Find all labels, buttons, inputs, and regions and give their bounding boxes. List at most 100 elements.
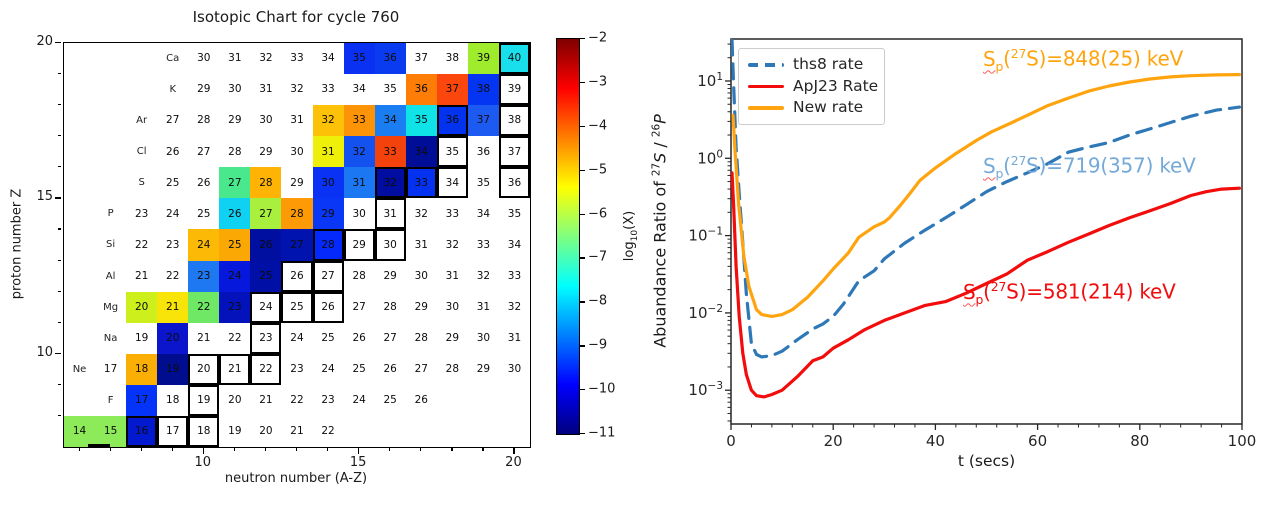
isotope-cell: 32 (343, 136, 375, 168)
isotope-cell: 26 (312, 291, 344, 323)
isotope-cell: 33 (507, 269, 522, 282)
element-label-Cl: Cl (136, 146, 147, 158)
isotope-cell: 28 (414, 331, 428, 344)
isotope-cell: 37 (498, 136, 530, 168)
x-tick (482, 447, 484, 452)
isotope-cell: 34 (321, 52, 335, 65)
annot-value: 581(214) keV (1042, 279, 1176, 304)
isotope-cell: 26 (383, 363, 397, 376)
colorbar-tick (580, 345, 585, 347)
isotope-cell: 22 (166, 269, 180, 282)
colorbar-tick-label: −7 (588, 249, 608, 265)
isotope-cell: 19 (157, 353, 189, 385)
annot-open: ( (1003, 153, 1011, 178)
annotation-sp-719: Sp(27S)=719(357) keV (983, 153, 1196, 181)
x-tick-label: 100 (1228, 432, 1257, 450)
isotope-cell: 30 (414, 269, 428, 282)
isotope-cell: 20 (188, 353, 220, 385)
isotope-cell: 37 (436, 74, 468, 106)
isotope-cell: 34 (476, 207, 491, 220)
isotope-cell: 35 (476, 176, 491, 189)
isotope-cell: 23 (188, 260, 220, 292)
isotope-cell: 31 (228, 52, 242, 65)
isotope-cell: 35 (436, 136, 468, 168)
annot-open: ( (983, 279, 991, 304)
isotope-cell: 26 (414, 394, 428, 407)
isotope-cell: 36 (476, 145, 491, 158)
isotope-cell: 18 (166, 394, 180, 407)
isotope-cell: 33 (405, 167, 437, 199)
isotope-cell: 27 (352, 300, 366, 313)
colorbar-tick (580, 213, 585, 215)
isotope-cell: 14 (64, 415, 96, 447)
isotope-cell: 21 (290, 425, 304, 438)
colorbar-tick-label: −3 (588, 74, 608, 90)
isotope-cell: 37 (414, 52, 428, 65)
ylabel-sup-26: 26 (650, 123, 663, 138)
plot-frame (730, 38, 1243, 425)
colorbar-tick (580, 38, 585, 40)
isotope-cell: 30 (197, 52, 211, 65)
y-tick-label: 10−1 (688, 226, 723, 245)
legend-line-dashed-blue (748, 63, 784, 67)
legend-label: ths8 rate (793, 55, 864, 74)
y-tick (57, 383, 62, 386)
isotope-cell: 26 (219, 198, 251, 230)
y-tick-label: 101 (697, 71, 723, 90)
annotation-sp-581: Sp(27S)=581(214) keV (963, 279, 1176, 307)
abundance-ratio-plot: 0 20 40 60 80 100 101 100 10−1 10−2 10−3 (688, 38, 1257, 450)
isotope-cell: 28 (250, 167, 282, 199)
isotope-cell: 22 (188, 291, 220, 323)
element-label-K: K (169, 84, 176, 96)
isotope-cell: 29 (343, 229, 375, 261)
left-y-axis-label: proton number Z (9, 188, 25, 300)
isotope-cell: 30 (507, 363, 522, 376)
isotope-cell: 36 (436, 105, 468, 137)
isotope-cell: 25 (250, 260, 282, 292)
isotope-cell: 29 (414, 300, 428, 313)
right-x-axis-label: t (secs) (957, 452, 1016, 470)
isotope-cell: 30 (374, 229, 406, 261)
ylabel-sup-27: 27 (650, 162, 663, 177)
isotope-cell: 20 (259, 425, 273, 438)
legend-label: New rate (793, 98, 864, 117)
isotope-cell: 22 (228, 331, 242, 344)
isotope-cell: 30 (290, 145, 304, 158)
left-x-axis-label: neutron number (A-Z) (224, 471, 368, 486)
isotope-cell: 27 (312, 260, 344, 292)
isotope-cell: 25 (352, 363, 366, 376)
curve-new-rate (731, 73, 1241, 318)
colorbar-tick-label: −5 (588, 162, 608, 178)
ylabel-divider: / (650, 137, 670, 153)
isotope-cell: 21 (134, 269, 149, 282)
y-tick (57, 228, 62, 230)
isotope-cell: 28 (228, 145, 242, 158)
isotope-cell: 27 (197, 145, 211, 158)
y-tick (55, 197, 62, 199)
isotope-cell: 30 (476, 331, 491, 344)
y-tick (57, 135, 62, 137)
x-tick (171, 447, 173, 452)
x-tick (296, 447, 298, 452)
x-tick (78, 447, 80, 452)
isotope-cell: 23 (250, 322, 282, 354)
isotope-cell: 29 (290, 176, 304, 189)
isotope-cell: 32 (259, 52, 273, 65)
left-chart-title: Isotopic Chart for cycle 760 (192, 8, 400, 26)
isotope-cell: 22 (290, 394, 304, 407)
legend-label: ApJ23 Rate (793, 76, 879, 95)
y-tick (57, 259, 62, 261)
y-tick-label: 100 (697, 148, 723, 167)
isotope-cell: 19 (134, 331, 149, 344)
isotope-cell: 24 (290, 331, 304, 344)
isotope-cell: 29 (445, 331, 460, 344)
curve-ths8-rate (731, 39, 1241, 359)
x-tick (358, 447, 360, 454)
isotope-cell: 28 (197, 114, 211, 127)
colorbar-tick (580, 257, 585, 259)
colorbar-tick (580, 389, 585, 391)
isotope-cell: 28 (352, 269, 366, 282)
element-label-P: P (107, 208, 114, 220)
annot-base: S (983, 46, 996, 71)
isotope-cell: 25 (197, 207, 211, 220)
